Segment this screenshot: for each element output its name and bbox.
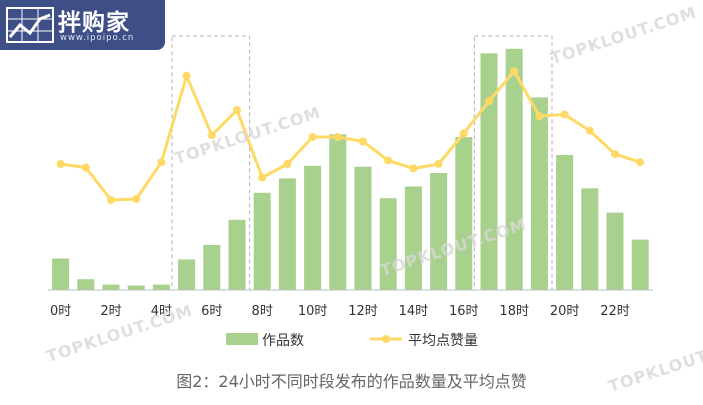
bar [178,259,196,290]
bar [631,239,649,290]
line-point [333,133,342,141]
bar [152,284,170,290]
x-tick-label: 18时 [499,304,529,319]
legend-swatch-bar [226,333,258,345]
bar [505,48,523,290]
x-tick-label: 12时 [348,304,378,319]
bar [430,173,448,290]
line-point [409,164,418,173]
bar [102,284,120,290]
line-point [81,163,90,172]
highlight-box [171,35,251,291]
brand-url: www.ipoipo.cn [60,33,135,43]
bar-series [52,48,649,291]
x-tick-label: 14时 [399,304,429,319]
legend-swatch-marker [382,335,390,343]
legend: 作品数 平均点赞量 [226,333,478,349]
line-path [60,69,641,202]
highlight-box [473,35,553,291]
bar [581,188,599,290]
line-point [233,106,241,114]
x-tick-label: 8时 [252,304,273,319]
x-tick-label: 20时 [550,304,580,319]
line-point [258,173,267,182]
bar [379,198,397,290]
line-point [56,160,65,168]
bar [404,186,422,290]
bar [253,192,271,290]
figure-caption: 图2：24小时不同时段发布的作品数量及平均点赞 [176,372,527,391]
chart-icon [6,7,54,43]
line-point [107,196,115,204]
x-tick-label: 16时 [449,304,479,319]
line-point [611,150,619,159]
line-point [434,160,443,168]
line-point [636,158,645,167]
bar [203,245,221,290]
x-tick-label: 4时 [151,304,172,319]
bar [606,212,624,290]
bar [77,279,95,290]
x-tick-label: 2时 [100,304,121,319]
bar [455,137,473,290]
legend-label-bar: 作品数 [262,333,304,349]
line-point [560,110,569,119]
bar [228,219,246,290]
x-tick-label: 6时 [201,304,222,319]
bar [480,53,498,290]
x-tick-label: 10时 [298,304,328,319]
bar [52,258,70,290]
legend-label-line: 平均点赞量 [408,333,478,349]
bar [556,155,574,290]
brand-logo: 拌购家 www.ipoipo.cn [0,0,165,50]
line-series [56,67,645,204]
line-point [510,67,519,76]
x-axis-ticks: 0时 2时 4时 6时 8时 10时 12时 14时 16时 18时 20时 22时 [50,304,630,319]
bar [329,134,347,290]
line-point [485,97,493,105]
line-point [535,112,544,121]
line-point [157,158,166,167]
line-point [384,156,393,165]
bar [530,97,548,291]
bar [354,166,372,290]
line-point [359,137,367,146]
x-tick-label: 0时 [50,304,71,319]
line-point [132,195,141,204]
line-point [283,160,292,168]
line-point [182,71,191,80]
highlight-boxes [171,35,553,291]
x-tick-label: 22时 [600,304,630,319]
brand-name: 拌购家 [58,10,130,36]
line-point [207,131,216,140]
line-point [459,129,468,138]
line-point [585,126,594,135]
bar [127,285,145,290]
bar [278,178,296,290]
line-point [308,133,317,141]
bar [304,165,322,290]
